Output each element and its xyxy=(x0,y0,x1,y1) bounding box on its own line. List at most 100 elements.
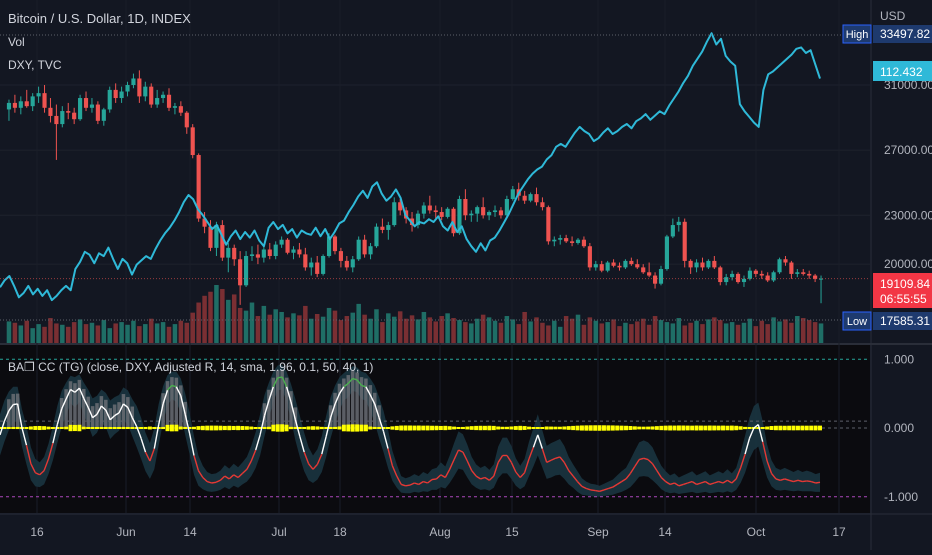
candle-body xyxy=(48,107,53,116)
correlation-line-segment xyxy=(422,480,428,484)
strength-bar xyxy=(218,425,223,431)
correlation-histogram-bar xyxy=(275,370,280,428)
correlation-line-segment xyxy=(215,479,221,483)
candle-body xyxy=(190,127,195,156)
volume-bar xyxy=(777,321,782,343)
strength-bar xyxy=(549,426,554,430)
symbol-title[interactable]: Bitcoin / U.S. Dollar, 1D, INDEX xyxy=(8,11,191,26)
correlation-line-segment xyxy=(629,466,636,474)
time-tick-label: Aug xyxy=(429,525,450,539)
candle-body xyxy=(818,278,824,280)
correlation-line-segment xyxy=(414,482,420,486)
candle-body xyxy=(759,273,764,276)
volume-bar xyxy=(202,295,207,343)
candle-body xyxy=(226,247,231,258)
volume-bar xyxy=(498,322,504,343)
candle-body xyxy=(605,262,610,271)
correlation-line-segment xyxy=(793,479,799,483)
candle-body xyxy=(647,272,652,276)
volume-bar xyxy=(261,305,267,343)
strength-bar xyxy=(544,426,549,430)
strength-bar xyxy=(24,427,29,429)
volume-bar xyxy=(801,318,806,343)
volume-indicator-label[interactable]: Vol xyxy=(8,35,25,49)
candle-body xyxy=(433,210,438,213)
strength-bar xyxy=(200,425,205,431)
strength-bar xyxy=(346,424,351,432)
volume-bar xyxy=(759,320,765,343)
volume-bar xyxy=(356,303,361,343)
candle-body xyxy=(599,264,604,271)
candle-body xyxy=(119,91,124,99)
strength-bar xyxy=(15,426,20,430)
volume-bar xyxy=(143,324,148,343)
candle-body xyxy=(243,256,249,286)
correlation-histogram-bar xyxy=(170,377,174,428)
candle-body xyxy=(611,262,616,266)
strength-bar xyxy=(319,426,324,430)
candle-body xyxy=(801,272,806,274)
volume-bar xyxy=(723,323,729,343)
strength-bar xyxy=(258,427,263,429)
correlation-histogram-bar xyxy=(355,372,359,428)
volume-bar xyxy=(629,324,634,343)
correlation-line-segment xyxy=(308,463,314,470)
candle-body xyxy=(558,238,563,240)
candle-body xyxy=(676,221,681,226)
correlation-histogram-bar xyxy=(77,379,82,428)
candle-body xyxy=(184,112,189,128)
candle-body xyxy=(581,239,587,247)
strength-bar xyxy=(240,426,245,430)
correlation-line-segment xyxy=(52,424,58,444)
correlation-line-segment xyxy=(436,474,442,480)
correlation-line-segment xyxy=(788,479,794,483)
candle-body xyxy=(504,199,509,216)
candle-body xyxy=(457,199,462,234)
candle-body xyxy=(421,205,426,214)
candle-body xyxy=(30,96,35,107)
strength-bar xyxy=(791,425,796,431)
correlation-line-segment xyxy=(263,400,270,416)
correlation-line-segment xyxy=(727,479,733,484)
correlation-line-segment xyxy=(731,478,737,484)
strength-bar xyxy=(183,427,188,429)
strength-bar xyxy=(222,425,227,431)
correlation-line-segment xyxy=(312,463,318,470)
strength-bar xyxy=(64,426,69,430)
correlation-histogram-bar xyxy=(178,385,183,428)
strength-bar xyxy=(505,426,509,430)
volume-bar xyxy=(765,324,770,343)
correlation-histogram-bar xyxy=(174,377,179,428)
strength-bar xyxy=(205,425,210,431)
correlation-indicator-label[interactable]: BA❒ CC (TG) (close, DXY, Adjusted R, 14,… xyxy=(8,360,374,374)
correlation-line-segment xyxy=(352,377,358,381)
strength-bar xyxy=(112,427,117,429)
strength-bar xyxy=(121,426,126,430)
strength-bar xyxy=(86,427,91,429)
strength-bar xyxy=(293,427,298,429)
volume-bar xyxy=(166,326,172,343)
strength-bar xyxy=(531,427,536,429)
correlation-histogram-bar xyxy=(99,396,104,428)
correlation-line-segment xyxy=(762,441,768,462)
volume-bar xyxy=(540,322,545,343)
candle-body xyxy=(143,86,148,97)
strength-bar xyxy=(355,424,360,432)
correlation-line-segment xyxy=(780,478,785,481)
strength-bar xyxy=(236,425,241,431)
strength-bar xyxy=(800,425,805,431)
volume-bar xyxy=(89,322,95,343)
volume-bar xyxy=(172,324,178,343)
candle-body xyxy=(208,226,213,248)
candle-body xyxy=(392,202,397,226)
strength-bar xyxy=(95,427,99,429)
correlation-histogram-bar xyxy=(372,392,377,428)
candle-body xyxy=(730,273,735,278)
volume-bar xyxy=(42,326,47,343)
correlation-line-segment xyxy=(272,377,279,388)
volume-bar xyxy=(148,318,154,343)
dxy-overlay-label[interactable]: DXY, TVC xyxy=(8,58,62,72)
dxy-line xyxy=(0,32,821,302)
